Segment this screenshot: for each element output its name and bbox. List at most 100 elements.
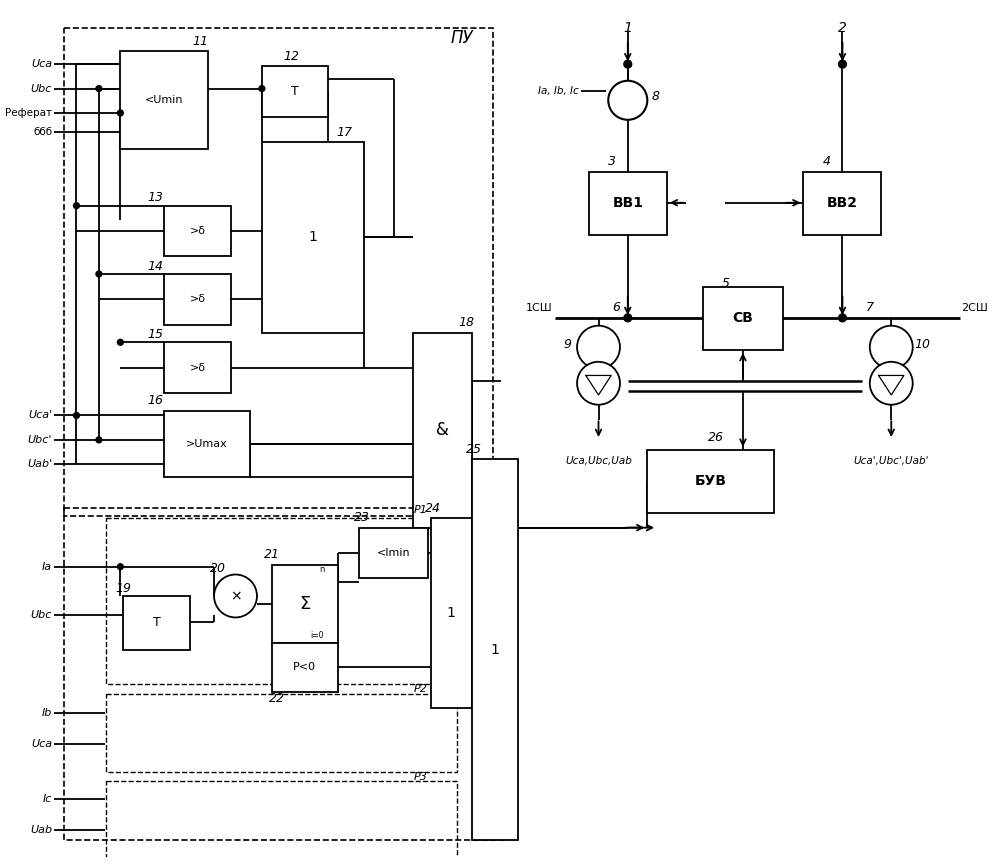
Circle shape bbox=[838, 314, 846, 322]
Bar bbox=[106, 781, 457, 859]
Text: >δ: >δ bbox=[190, 226, 206, 236]
Text: 12: 12 bbox=[283, 49, 299, 62]
Text: 9: 9 bbox=[563, 338, 571, 351]
Text: Uca: Uca bbox=[31, 59, 52, 69]
Text: 20: 20 bbox=[210, 562, 226, 575]
Circle shape bbox=[577, 326, 620, 369]
Text: 4: 4 bbox=[823, 155, 831, 168]
Bar bbox=[472, 459, 518, 840]
Bar bbox=[588, 172, 666, 235]
Text: 18: 18 bbox=[459, 316, 475, 329]
Circle shape bbox=[870, 326, 913, 369]
Bar bbox=[164, 411, 250, 477]
Text: >δ: >δ bbox=[190, 294, 206, 305]
Circle shape bbox=[74, 412, 79, 418]
Circle shape bbox=[96, 86, 102, 91]
Text: 1: 1 bbox=[447, 606, 456, 620]
Text: Ubc: Ubc bbox=[31, 610, 52, 621]
Text: 15: 15 bbox=[148, 328, 164, 341]
Circle shape bbox=[74, 203, 79, 208]
Text: Uca,Ubc,Uab: Uca,Ubc,Uab bbox=[565, 457, 632, 466]
Text: Ic: Ic bbox=[43, 794, 52, 804]
Text: i=0: i=0 bbox=[311, 630, 325, 640]
Text: Uca',Ubc',Uab': Uca',Ubc',Uab' bbox=[853, 457, 929, 466]
Circle shape bbox=[118, 110, 123, 116]
Text: 24: 24 bbox=[425, 502, 441, 515]
Text: 22: 22 bbox=[269, 692, 285, 705]
Bar bbox=[803, 172, 881, 235]
Circle shape bbox=[96, 437, 102, 443]
Bar bbox=[262, 142, 365, 332]
Text: ПУ: ПУ bbox=[451, 29, 474, 47]
Text: Ia, Ib, Ic: Ia, Ib, Ic bbox=[538, 86, 579, 95]
Bar bbox=[123, 596, 190, 649]
Text: <Umin: <Umin bbox=[145, 95, 184, 105]
Text: >Umax: >Umax bbox=[187, 438, 228, 449]
Text: 5: 5 bbox=[721, 277, 729, 290]
Text: &: & bbox=[436, 421, 449, 439]
Text: ВВ2: ВВ2 bbox=[827, 196, 858, 210]
Bar bbox=[164, 274, 231, 325]
Text: ×: × bbox=[230, 589, 242, 603]
Bar bbox=[414, 332, 472, 528]
Bar bbox=[64, 508, 502, 840]
Text: Ubc: Ubc bbox=[31, 83, 52, 94]
Text: >δ: >δ bbox=[190, 363, 206, 372]
Text: P2: P2 bbox=[414, 684, 428, 694]
Text: БУВ: БУВ bbox=[694, 474, 726, 488]
Text: P1: P1 bbox=[414, 505, 428, 515]
Text: 6: 6 bbox=[612, 300, 620, 313]
Bar bbox=[106, 518, 457, 684]
Text: 8: 8 bbox=[651, 90, 659, 103]
Text: P3: P3 bbox=[414, 772, 428, 781]
Text: 11: 11 bbox=[193, 36, 209, 49]
Text: 1СШ: 1СШ bbox=[526, 303, 552, 313]
Text: Ubc': Ubc' bbox=[28, 435, 52, 445]
Circle shape bbox=[118, 339, 123, 345]
Bar bbox=[360, 528, 428, 578]
Text: 26: 26 bbox=[707, 431, 723, 444]
Circle shape bbox=[870, 362, 913, 404]
Text: T: T bbox=[291, 85, 299, 98]
Text: 1: 1 bbox=[491, 642, 500, 657]
Circle shape bbox=[96, 271, 102, 277]
Text: 10: 10 bbox=[914, 338, 930, 351]
Bar bbox=[164, 342, 231, 393]
Text: 3: 3 bbox=[608, 155, 616, 168]
Circle shape bbox=[577, 362, 620, 404]
Text: 16: 16 bbox=[148, 394, 164, 407]
Circle shape bbox=[838, 60, 846, 68]
Text: 13: 13 bbox=[148, 191, 164, 204]
Text: T: T bbox=[153, 615, 161, 628]
Bar bbox=[164, 206, 231, 256]
Bar bbox=[64, 28, 494, 516]
Text: P<0: P<0 bbox=[294, 662, 317, 672]
Text: 2СШ: 2СШ bbox=[961, 303, 988, 313]
Text: n: n bbox=[320, 565, 325, 574]
Text: Ib: Ib bbox=[42, 708, 52, 718]
Text: 21: 21 bbox=[264, 549, 280, 562]
Text: СВ: СВ bbox=[732, 311, 753, 325]
Circle shape bbox=[259, 86, 265, 91]
Text: Uab: Uab bbox=[30, 825, 52, 835]
Text: 14: 14 bbox=[148, 260, 164, 273]
Text: Реферат: Реферат bbox=[5, 108, 52, 118]
Circle shape bbox=[118, 564, 123, 569]
Text: Uca': Uca' bbox=[28, 411, 52, 420]
Text: Σ: Σ bbox=[299, 595, 311, 613]
Bar bbox=[262, 66, 329, 117]
Text: 1: 1 bbox=[308, 230, 317, 244]
Text: <Imin: <Imin bbox=[377, 548, 411, 558]
Text: ббб: ббб bbox=[33, 128, 52, 137]
Bar bbox=[647, 450, 774, 513]
Text: 7: 7 bbox=[866, 300, 874, 313]
Text: 19: 19 bbox=[115, 582, 131, 595]
Text: 25: 25 bbox=[466, 443, 482, 456]
Text: Uca: Uca bbox=[31, 740, 52, 749]
Text: 2: 2 bbox=[838, 21, 847, 35]
Text: ВВ1: ВВ1 bbox=[612, 196, 643, 210]
Text: Ia: Ia bbox=[42, 562, 52, 572]
Text: 23: 23 bbox=[355, 511, 371, 524]
Circle shape bbox=[624, 314, 631, 322]
Circle shape bbox=[608, 81, 647, 120]
